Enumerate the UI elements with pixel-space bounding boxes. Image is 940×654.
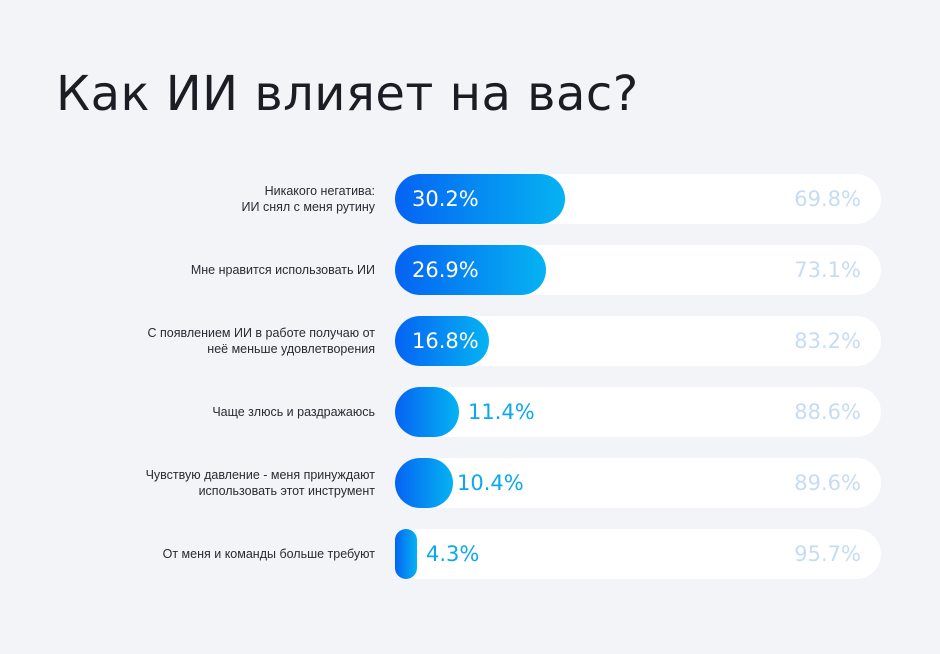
bar-value: 10.4% <box>457 471 524 495</box>
bar-track: 26.9% 73.1% <box>395 245 881 295</box>
bar-remainder: 73.1% <box>794 258 861 282</box>
bar-fill <box>395 529 417 579</box>
bar-remainder: 88.6% <box>794 400 861 424</box>
bar-label: Никакого негатива: ИИ снял с меня рутину <box>241 184 375 214</box>
bar-value: 4.3% <box>426 542 480 566</box>
bar-row: Чувствую давление - меня принуждают испол… <box>0 458 940 508</box>
bar-label: Чаще злюсь и раздражаюсь <box>212 405 375 419</box>
bar-remainder: 83.2% <box>794 329 861 353</box>
bar-remainder: 95.7% <box>794 542 861 566</box>
bar-value: 30.2% <box>412 187 479 211</box>
bar-label: С появлением ИИ в работе получаю от неё м… <box>147 326 375 356</box>
bar-fill: 26.9% <box>395 245 546 295</box>
bar-row: От меня и команды больше требуют 4.3% 95… <box>0 529 940 579</box>
bar-row: Никакого негатива: ИИ снял с меня рутину … <box>0 174 940 224</box>
bar-label: Мне нравится использовать ИИ <box>190 263 375 277</box>
bar-value: 26.9% <box>412 258 479 282</box>
bar-row: Чаще злюсь и раздражаюсь 11.4% 88.6% <box>0 387 940 437</box>
bar-label: Чувствую давление - меня принуждают испол… <box>145 468 375 498</box>
bar-label: От меня и команды больше требуют <box>162 547 375 561</box>
bar-fill <box>395 387 459 437</box>
bar-remainder: 89.6% <box>794 471 861 495</box>
bar-track: 11.4% 88.6% <box>395 387 881 437</box>
bar-track: 30.2% 69.8% <box>395 174 881 224</box>
bar-fill <box>395 458 453 508</box>
bar-row: Мне нравится использовать ИИ 26.9% 73.1% <box>0 245 940 295</box>
bar-row: С появлением ИИ в работе получаю от неё м… <box>0 316 940 366</box>
bar-track: 10.4% 89.6% <box>395 458 881 508</box>
bar-value: 11.4% <box>468 400 535 424</box>
bar-fill: 16.8% <box>395 316 489 366</box>
bar-value: 16.8% <box>412 329 479 353</box>
bar-fill: 30.2% <box>395 174 565 224</box>
page-title: Как ИИ влияет на вас? <box>56 66 639 122</box>
bar-track: 4.3% 95.7% <box>395 529 881 579</box>
bar-remainder: 69.8% <box>794 187 861 211</box>
bar-track: 16.8% 83.2% <box>395 316 881 366</box>
